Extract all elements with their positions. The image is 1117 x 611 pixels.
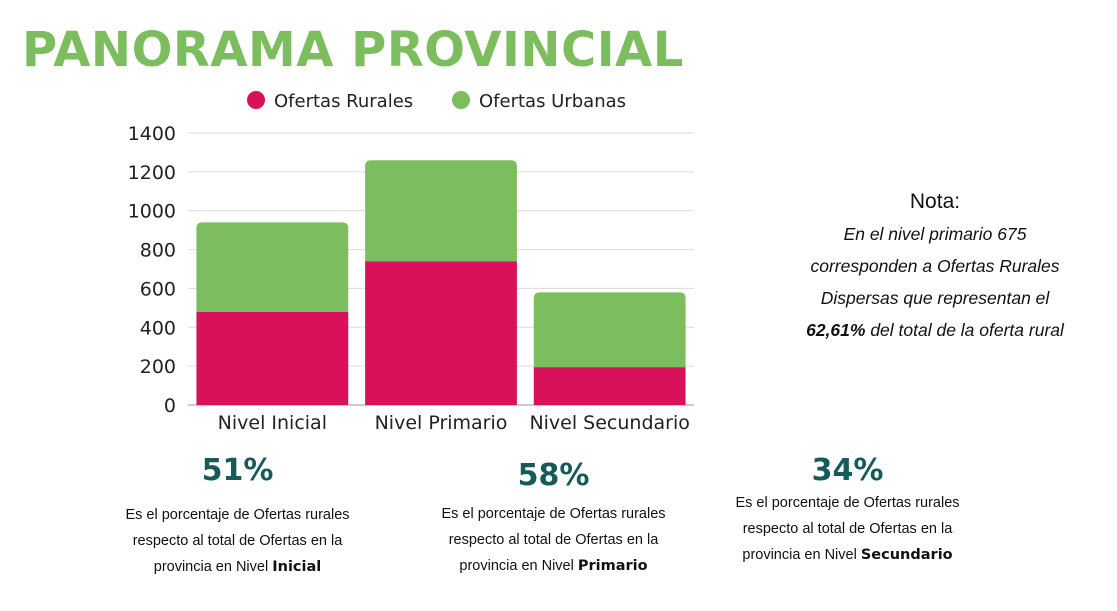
note-body: En el nivel primario 675 corresponden a … <box>770 218 1100 346</box>
y-tick-label: 600 <box>140 278 176 300</box>
legend-label: Ofertas Urbanas <box>479 91 626 112</box>
legend-marker <box>452 91 470 109</box>
note-box: Nota: En el nivel primario 675 correspon… <box>770 186 1100 346</box>
legend-label: Ofertas Rurales <box>274 91 413 112</box>
y-tick-label: 400 <box>140 317 176 339</box>
stat-desc-text: provincia en Nivel <box>459 558 578 574</box>
stat-percentage: 34% <box>811 453 884 488</box>
stat-description: Es el porcentaje de Ofertas rurales resp… <box>416 501 691 579</box>
y-tick-label: 0 <box>164 395 176 417</box>
stat-percentage: 51% <box>201 453 274 488</box>
x-category-label: Nivel Secundario <box>529 412 689 434</box>
stat-desc-text: provincia en Nivel <box>742 547 861 563</box>
bar-segment-ofertas-rurales <box>196 311 349 405</box>
note-line: corresponden a Ofertas Rurales <box>810 256 1060 276</box>
note-line: 62,61% del total de la oferta rural <box>770 314 1100 346</box>
stat-desc-line: Es el porcentaje de Ofertas rurales <box>441 506 666 522</box>
stat-description: Es el porcentaje de Ofertas rurales resp… <box>100 502 375 580</box>
stat-desc-line: provincia en Nivel Primario <box>416 553 691 579</box>
stat-desc-line: respecto al total de Ofertas en la <box>742 521 953 537</box>
bar-segment-ofertas-urbanas <box>196 222 349 312</box>
stat-desc-line: provincia en Nivel Secundario <box>710 542 985 568</box>
stat-desc-line: Es el porcentaje de Ofertas rurales <box>125 507 350 523</box>
stat-desc-line: respecto al total de Ofertas en la <box>448 532 659 548</box>
y-tick-label: 1000 <box>128 201 176 223</box>
legend-marker <box>247 91 265 109</box>
y-tick-label: 800 <box>140 240 176 262</box>
stat-desc-line: Es el porcentaje de Ofertas rurales <box>735 495 960 511</box>
stat-desc-text: provincia en Nivel <box>153 559 273 575</box>
note-line: En el nivel primario 675 <box>843 224 1027 244</box>
stat-inicial: 51% Es el porcentaje de Ofertas rurales … <box>100 453 375 580</box>
stat-level: Secundario <box>860 547 953 563</box>
note-highlight: 62,61% <box>806 320 866 340</box>
note-line: Dispersas que representan el <box>820 288 1050 308</box>
bar-segment-ofertas-urbanas <box>365 160 517 262</box>
x-category-label: Nivel Inicial <box>218 412 327 434</box>
stat-desc-line: respecto al total de Ofertas en la <box>132 533 343 549</box>
stat-desc-line: provincia en Nivel Inicial <box>100 554 375 580</box>
stat-primario: 58% Es el porcentaje de Ofertas rurales … <box>416 458 691 579</box>
stat-percentage: 58% <box>517 458 590 493</box>
stat-secundario: 34% Es el porcentaje de Ofertas rurales … <box>710 453 985 568</box>
page-title: PANORAMA PROVINCIAL <box>22 22 684 78</box>
x-category-label: Nivel Primario <box>375 412 508 434</box>
note-line-rest: del total de la oferta rural <box>865 320 1064 340</box>
y-tick-label: 200 <box>140 356 176 378</box>
y-tick-label: 1400 <box>128 123 176 145</box>
bar-segment-ofertas-urbanas <box>533 292 686 368</box>
bar-segment-ofertas-rurales <box>533 367 686 405</box>
stat-description: Es el porcentaje de Ofertas rurales resp… <box>710 490 985 568</box>
stat-level: Inicial <box>272 559 322 575</box>
bar-segment-ofertas-rurales <box>365 261 517 405</box>
stat-level: Primario <box>577 558 648 574</box>
y-tick-label: 1200 <box>128 162 176 184</box>
note-title: Nota: <box>909 190 961 213</box>
